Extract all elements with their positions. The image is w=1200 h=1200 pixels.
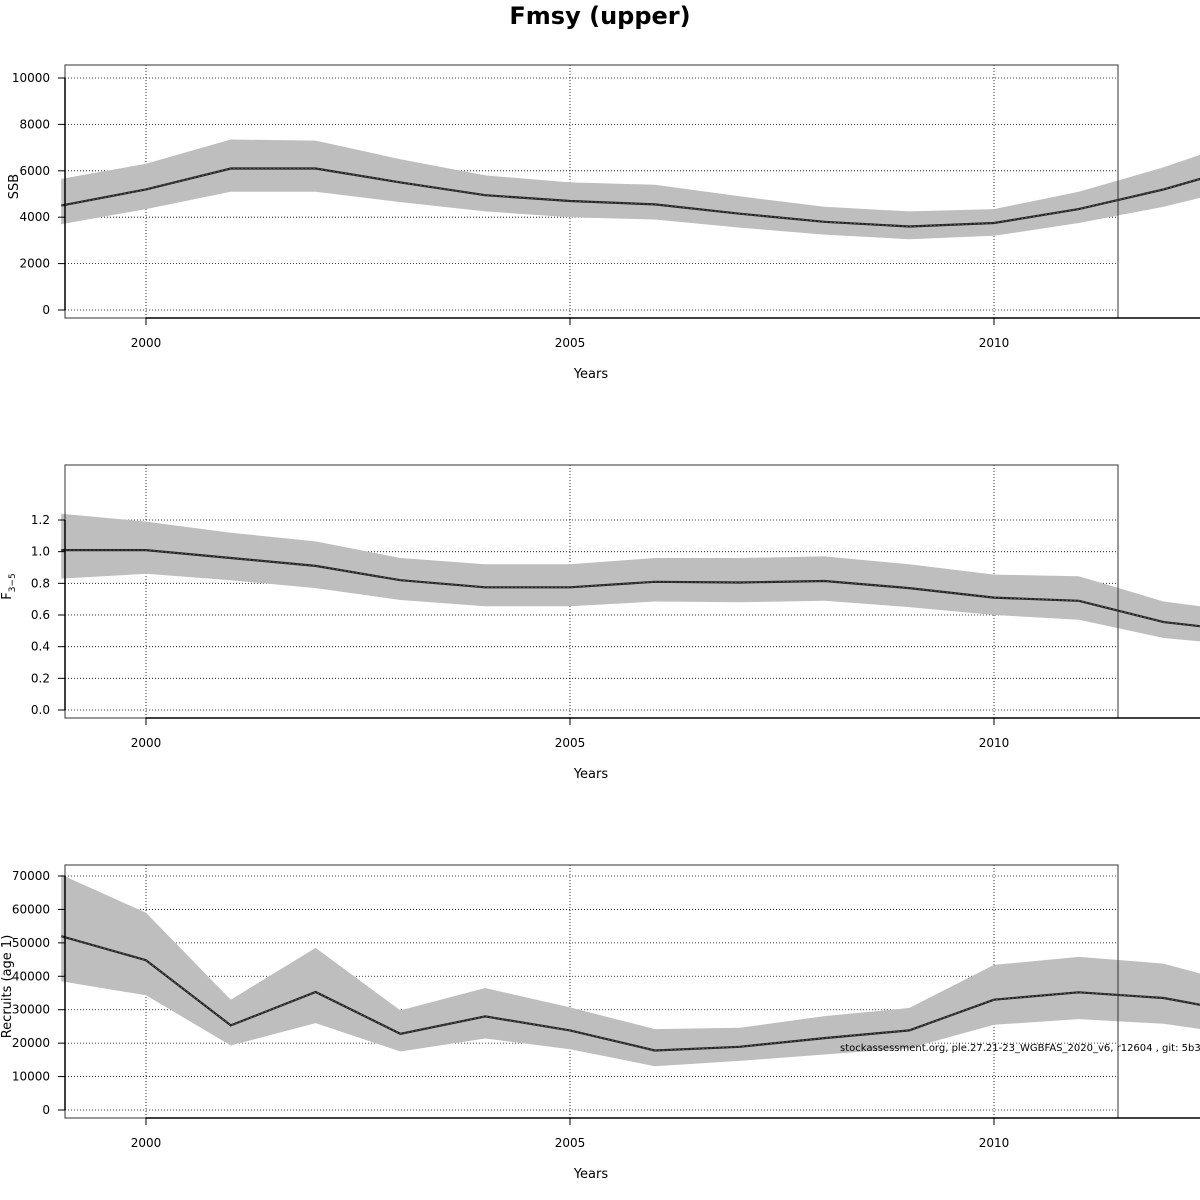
x-tick-label: 2000 [131, 736, 162, 750]
y-tick-label: 0.0 [31, 703, 50, 717]
x-tick-label: 2010 [979, 1136, 1010, 1150]
x-tick-label: 2005 [555, 1136, 586, 1150]
x-tick-label: 2010 [979, 736, 1010, 750]
y-tick-label: 2000 [19, 257, 50, 271]
y-tick-label: 0.2 [31, 671, 50, 685]
estimate-line [61, 548, 1200, 628]
footnote-text: stockassessment.org, ple.27.21-23_WGBFAS… [840, 1043, 1200, 1054]
y-tick-label: 8000 [19, 117, 50, 131]
y-tick-label: 70000 [12, 869, 50, 883]
y-axis-title: SSB [7, 174, 22, 199]
y-tick-label: 20000 [12, 1036, 50, 1050]
x-axis-title: Years [573, 1167, 609, 1182]
panel-1: 2000200520102015202002000400060008000100… [7, 64, 1200, 382]
panel-2: 200020052010201520200.00.20.40.60.81.01.… [0, 464, 1200, 782]
y-axis-title-subscript: 3−5 [8, 573, 18, 592]
y-tick-label: 1.2 [31, 513, 50, 527]
x-tick-label: 2005 [555, 736, 586, 750]
estimate-line-dash [61, 935, 1200, 1051]
x-tick-label: 2000 [131, 336, 162, 350]
y-tick-label: 40000 [12, 969, 50, 983]
y-axis-title: F3−5 [0, 573, 18, 599]
panel-3: 2000200520102015202001000020000300004000… [0, 864, 1200, 1182]
x-tick-label: 2010 [979, 336, 1010, 350]
y-tick-label: 60000 [12, 902, 50, 916]
y-tick-label: 10000 [12, 71, 50, 85]
y-tick-label: 30000 [12, 1003, 50, 1017]
y-tick-label: 0.4 [31, 640, 50, 654]
page-title: Fmsy (upper) [509, 2, 691, 30]
x-axis-title: Years [573, 367, 609, 382]
y-tick-label: 50000 [12, 936, 50, 950]
y-axis-title: Recruits (age 1) [0, 935, 15, 1039]
confidence-band [61, 139, 1200, 240]
confidence-band [61, 874, 1200, 1067]
x-axis-title: Years [573, 767, 609, 782]
y-tick-label: 0.6 [31, 608, 50, 622]
x-tick-label: 2000 [131, 1136, 162, 1150]
y-tick-label: 0 [42, 303, 50, 317]
y-tick-label: 0 [42, 1103, 50, 1117]
y-tick-label: 1.0 [31, 545, 50, 559]
x-tick-label: 2005 [555, 336, 586, 350]
confidence-band [61, 513, 1200, 642]
y-tick-label: 0.8 [31, 576, 50, 590]
estimate-line [60, 167, 1200, 228]
y-tick-label: 6000 [19, 164, 50, 178]
y-tick-label: 10000 [12, 1070, 50, 1084]
y-tick-label: 4000 [19, 210, 50, 224]
